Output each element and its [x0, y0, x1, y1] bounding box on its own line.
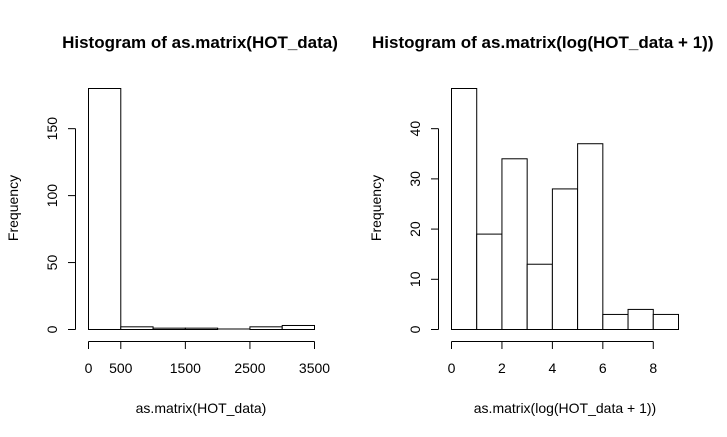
panel-1-y-label: Frequency	[5, 175, 21, 241]
panel-2-x-tick-label: 6	[599, 360, 607, 376]
panel-2-y-tick-label: 10	[407, 271, 423, 287]
panel-2-x-tick-label: 2	[498, 360, 506, 376]
panel-2-x-tick-label: 4	[548, 360, 556, 376]
panel-2-y-tick-label: 40	[407, 121, 423, 137]
panel-2-bar	[451, 88, 478, 330]
panel-1-title: Histogram of as.matrix(HOT_data)	[62, 33, 338, 52]
panel-2-y-tick-label: 20	[407, 221, 423, 237]
panel-2-y-axis: 0 10 20 30 40	[407, 121, 439, 333]
panel-1-y-tick-label: 0	[44, 325, 60, 333]
panel-1: Histogram of as.matrix(HOT_data) 0 500 150…	[5, 33, 338, 416]
panel-2-x-axis: 0 2 4 6 8	[448, 341, 657, 376]
panel-1-y-tick-label: 150	[44, 117, 60, 141]
panel-1-x-tick-label: 3500	[299, 360, 330, 376]
panel-1-y-tick-label: 100	[44, 184, 60, 208]
panel-1-bar	[281, 324, 316, 331]
panel-1-y-tick-label: 50	[44, 255, 60, 271]
panel-2-bar	[652, 313, 679, 330]
panel-2-bar	[602, 313, 629, 330]
panel-1-x-label: as.matrix(HOT_data)	[136, 400, 267, 416]
panel-1-bar	[152, 327, 186, 330]
panel-1-bars	[88, 88, 316, 331]
panel-2-bar	[526, 263, 553, 330]
panel-2-x-tick-label: 0	[448, 360, 456, 376]
panel-2-x-tick-label: 8	[649, 360, 657, 376]
panel-1-x-tick-label: 1500	[170, 360, 201, 376]
panel-1-x-tick-label: 500	[109, 360, 133, 376]
panel-2-y-tick-label: 0	[407, 325, 423, 333]
panel-1-bar	[184, 327, 219, 330]
panel-2-y-tick-label: 30	[407, 171, 423, 187]
panel-2-bars	[451, 88, 679, 331]
panel-2-bar	[501, 158, 528, 330]
panel-1-x-axis: 0 500 1500 2500 3500	[85, 341, 330, 376]
panel-2-title: Histogram of as.matrix(log(HOT_data + 1)…	[372, 33, 713, 52]
panel-1-x-tick-label: 0	[85, 360, 93, 376]
panel-1-bar	[249, 326, 283, 331]
panel-2-bar	[627, 308, 654, 330]
panel-1-bar	[88, 88, 122, 330]
panel-2-bar	[577, 143, 604, 330]
panel-2-bar	[551, 188, 579, 330]
panel-2: Histogram of as.matrix(log(HOT_data + 1)…	[368, 33, 713, 416]
panel-2-x-label: as.matrix(log(HOT_data + 1))	[474, 400, 656, 416]
panel-1-x-tick-label: 2500	[234, 360, 265, 376]
panel-1-bar	[120, 326, 154, 331]
panel-2-bar	[476, 233, 503, 331]
panel-1-y-axis: 0 50 100 150	[44, 117, 76, 333]
panel-2-y-label: Frequency	[368, 175, 384, 241]
